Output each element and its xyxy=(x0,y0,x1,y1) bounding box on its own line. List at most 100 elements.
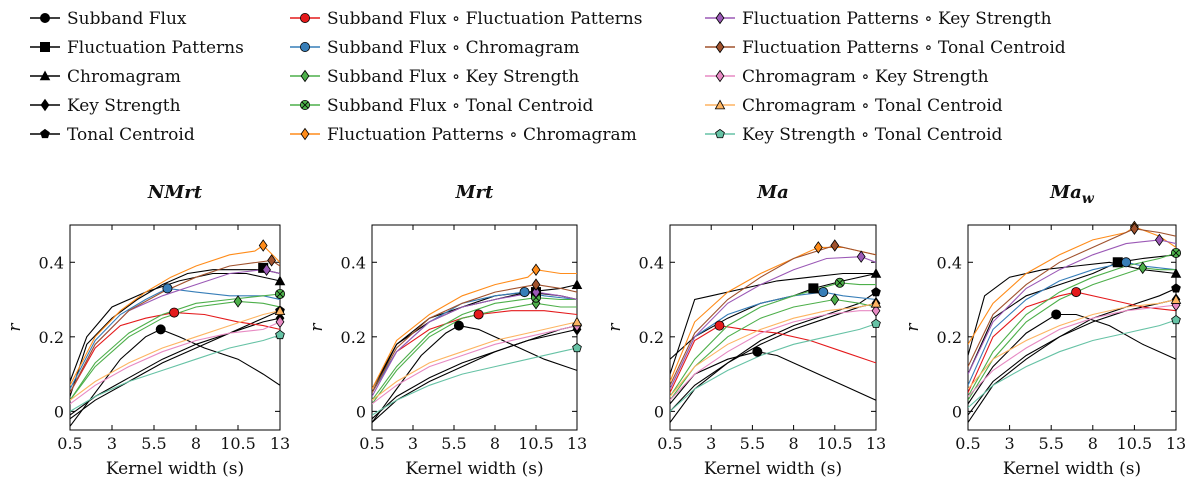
x-tick-label: 8 xyxy=(789,434,799,453)
legend-marker-pentagon xyxy=(715,128,725,139)
series-best-marker-subband-flux xyxy=(752,346,763,357)
legend-item-fluctuation-patterns-chromagram: Fluctuation Patterns ∘ Chromagram xyxy=(290,125,637,145)
series-best-marker-key-strength-tonal-centroid xyxy=(1171,314,1181,325)
legend: Subband Flux Fluctuation Patterns Chromagr… xyxy=(30,9,1066,145)
series-line-fluctuation-patterns xyxy=(70,269,280,397)
legend-marker-triangle xyxy=(714,99,726,110)
legend-item-chromagram-tonal-centroid: Chromagram ∘ Tonal Centroid xyxy=(705,96,1003,116)
legend-label: Subband Flux ∘ Chromagram xyxy=(327,38,579,58)
series-line-subband-flux xyxy=(968,313,1176,405)
series-best-marker-subband-flux xyxy=(453,320,464,331)
legend-marker-pentagon xyxy=(40,128,50,139)
series-line-tonal-centroid xyxy=(70,310,280,420)
series-best-marker-fluctuation-patterns xyxy=(808,283,819,294)
series-best-marker-subband-flux-key-strength xyxy=(1138,261,1148,275)
y-tick-label: 0 xyxy=(654,402,664,421)
series-best-marker-subband-flux-chromagram xyxy=(1121,257,1132,268)
legend-item-subband-flux-tonal-centroid: Subband Flux ∘ Tonal Centroid xyxy=(290,96,593,116)
legend-label: Fluctuation Patterns ∘ Chromagram xyxy=(327,125,637,145)
series-best-marker-key-strength-tonal-centroid xyxy=(871,318,881,328)
x-tick-label: 10.5 xyxy=(518,434,554,453)
series-line-chromagram xyxy=(70,272,280,382)
series-best-marker-fluctuation-patterns-chromagram xyxy=(813,241,823,254)
series-best-marker-fluctuation-patterns-tonal-centroid xyxy=(531,278,541,291)
series-line-chromagram-tonal-centroid xyxy=(670,302,876,397)
panel-title-main: Mrt xyxy=(455,182,494,203)
chart-panel-maw: Maw 0.5 3 5.5 8 10.5 13 0 0.2 0.4 Kernel width (s)… xyxy=(903,182,1186,479)
series-best-marker-fluctuation-patterns-key-strength xyxy=(262,263,271,276)
x-tick-label: 3 xyxy=(1005,434,1015,453)
series-best-marker-chromagram-tonal-centroid xyxy=(870,297,882,308)
legend-item-fluctuation-patterns-key-strength: Fluctuation Patterns ∘ Key Strength xyxy=(705,9,1052,29)
x-axis-label: Kernel width (s) xyxy=(106,459,244,479)
panel-title: Mrt xyxy=(455,182,494,203)
series-best-marker-chromagram-tonal-centroid xyxy=(274,305,286,316)
series-lines xyxy=(372,269,577,423)
series-best-marker-fluctuation-patterns-tonal-centroid xyxy=(1129,222,1139,235)
series-best-marker-chromagram-tonal-centroid xyxy=(571,316,583,327)
legend-label: Chromagram ∘ Tonal Centroid xyxy=(742,96,1003,116)
series-best-marker-fluctuation-patterns-key-strength xyxy=(856,250,866,263)
x-tick-label: 5.5 xyxy=(141,434,166,453)
series-line-subband-flux-key-strength xyxy=(372,302,577,405)
y-axis-label: r xyxy=(903,323,923,332)
x-tick-label: 13 xyxy=(567,434,587,453)
legend-item-tonal-centroid: Tonal Centroid xyxy=(30,125,195,145)
series-best-marker-tonal-centroid xyxy=(871,286,881,297)
panel-title: Ma xyxy=(756,182,789,203)
x-tick-label: 0.5 xyxy=(57,434,82,453)
legend-marker-triangle xyxy=(39,70,51,81)
legend-label: Subband Flux ∘ Fluctuation Patterns xyxy=(327,9,642,29)
series-line-key-strength-tonal-centroid xyxy=(670,323,876,412)
series-line-fluctuation-patterns-tonal-centroid xyxy=(70,259,280,393)
series-best-marker-fluctuation-patterns-tonal-centroid xyxy=(830,239,840,252)
x-tick-label: 10.5 xyxy=(220,434,256,453)
series-line-fluctuation-patterns-chromagram xyxy=(372,269,577,390)
series-line-subband-flux-key-strength xyxy=(670,298,876,401)
series-best-markers xyxy=(155,239,286,340)
legend-item-fluctuation-patterns: Fluctuation Patterns xyxy=(30,38,244,58)
series-best-marker-key-strength-tonal-centroid xyxy=(275,329,285,340)
legend-label: Subband Flux ∘ Key Strength xyxy=(327,67,579,87)
legend-item-subband-flux: Subband Flux xyxy=(30,9,187,29)
legend-marker-circle xyxy=(299,12,310,23)
panel-title-main: Ma xyxy=(756,182,789,203)
series-best-marker-chromagram xyxy=(870,268,882,278)
legend-label: Fluctuation Patterns ∘ Key Strength xyxy=(742,9,1052,29)
series-line-chromagram-key-strength xyxy=(70,321,280,405)
legend-item-chromagram-key-strength: Chromagram ∘ Key Strength xyxy=(705,67,989,87)
series-best-markers xyxy=(453,263,583,353)
series-line-fluctuation-patterns-tonal-centroid xyxy=(670,244,876,386)
series-best-marker-fluctuation-patterns-chromagram xyxy=(258,239,268,252)
y-tick-label: 0.2 xyxy=(639,328,664,347)
legend-item-key-strength: Key Strength xyxy=(30,96,181,116)
series-line-subband-flux-key-strength xyxy=(70,300,280,401)
series-line-subband-flux-tonal-centroid xyxy=(70,293,280,401)
legend-label: Subband Flux xyxy=(67,9,187,29)
plot-frame xyxy=(967,224,1177,431)
series-line-key-strength-tonal-centroid xyxy=(968,319,1176,409)
legend-marker-circle xyxy=(40,12,51,23)
legend-marker-diamond xyxy=(715,69,725,83)
series-line-subband-flux-fluctuation-patterns xyxy=(968,291,1176,393)
series-best-marker-subband-flux-fluctuation-patterns xyxy=(169,307,180,318)
series-best-marker-chromagram-key-strength xyxy=(275,315,285,329)
series-line-tonal-centroid xyxy=(372,325,577,423)
legend-item-fluctuation-patterns-tonal-centroid: Fluctuation Patterns ∘ Tonal Centroid xyxy=(705,38,1066,58)
legend-label: Subband Flux ∘ Tonal Centroid xyxy=(327,96,593,116)
series-best-markers xyxy=(1051,220,1182,325)
legend-marker-diamond xyxy=(300,69,310,83)
x-tick-label: 5.5 xyxy=(1038,434,1063,453)
x-axis-label: Kernel width (s) xyxy=(1003,459,1141,479)
x-tick-label: 13 xyxy=(1166,434,1186,453)
x-tick-label: 5.5 xyxy=(740,434,765,453)
series-line-fluctuation-patterns-tonal-centroid xyxy=(372,284,577,393)
legend-label: Chromagram ∘ Key Strength xyxy=(742,67,989,87)
series-line-subband-flux-tonal-centroid xyxy=(968,252,1176,397)
series-line-key-strength xyxy=(968,298,1176,423)
series-line-subband-flux-tonal-centroid xyxy=(372,297,577,401)
y-tick-label: 0.2 xyxy=(39,328,64,347)
legend-marker-diamond xyxy=(40,98,50,112)
x-tick-label: 10.5 xyxy=(817,434,853,453)
